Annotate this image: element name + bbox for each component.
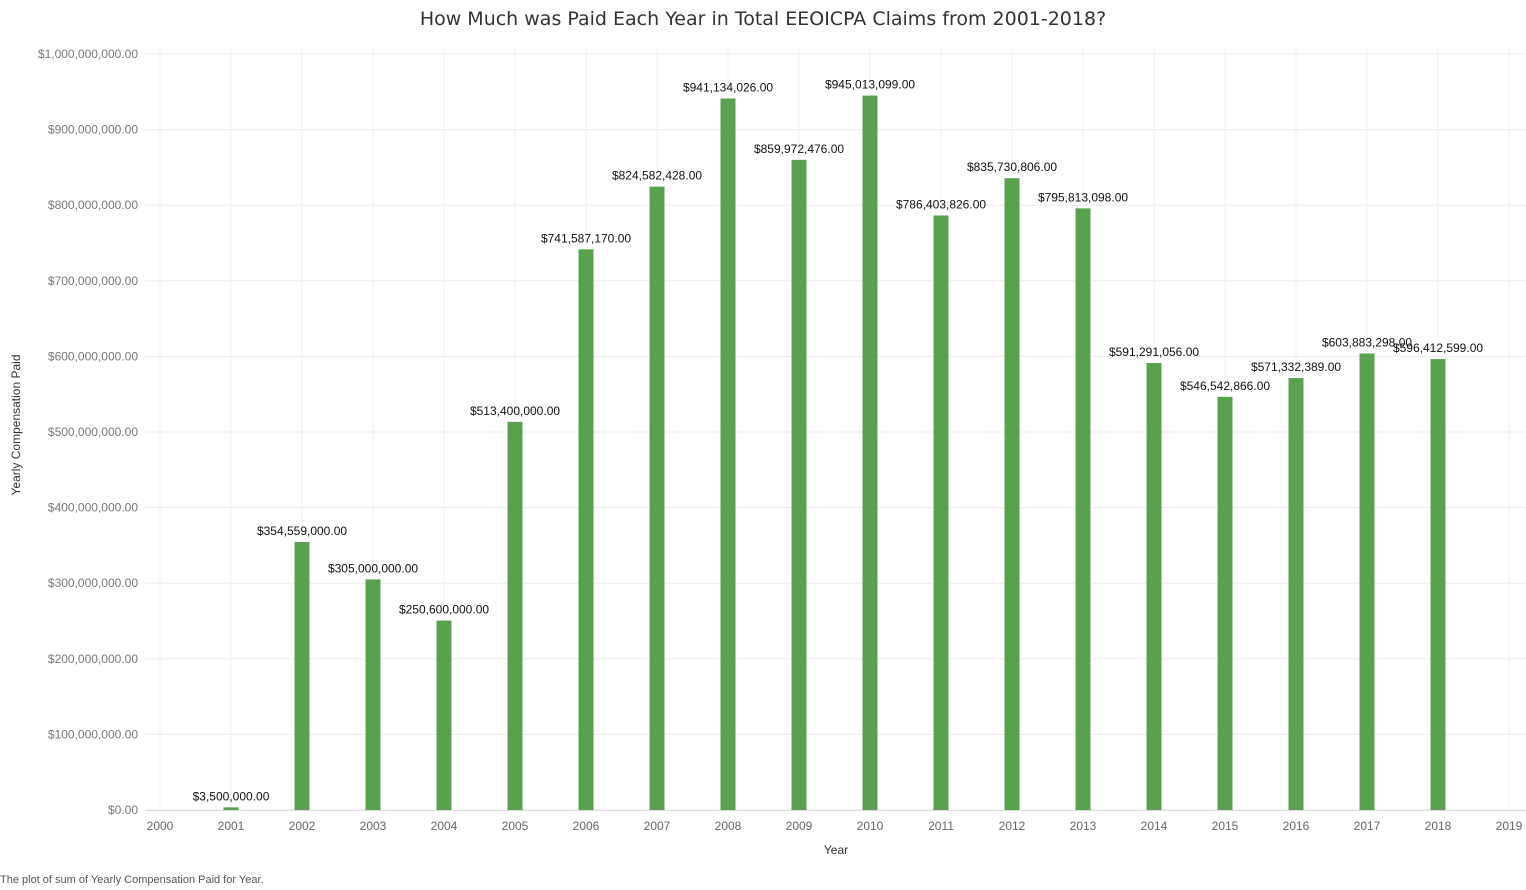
x-tick-label: 2008	[715, 819, 742, 833]
data-label-2002: $354,559,000.00	[257, 524, 347, 538]
x-tick-label: 2013	[1070, 819, 1097, 833]
bar-2017	[1359, 353, 1375, 810]
bar-2003	[365, 579, 381, 810]
y-tick-label: $500,000,000.00	[48, 425, 138, 439]
data-label-2015: $546,542,866.00	[1180, 379, 1270, 393]
x-tick-label: 2003	[360, 819, 387, 833]
x-tick-label: 2011	[928, 819, 954, 833]
bar-2009	[791, 159, 807, 810]
y-tick-label: $100,000,000.00	[48, 727, 138, 741]
x-axis-title: Year	[824, 843, 848, 857]
bar-2004	[436, 620, 452, 810]
data-labels: $3,500,000.00 $354,559,000.00 $305,000,000…	[193, 78, 1484, 804]
bar-2006	[578, 249, 594, 810]
y-tick-label: $800,000,000.00	[48, 198, 138, 212]
x-tick-label: 2018	[1425, 819, 1452, 833]
data-label-2018: $596,412,599.00	[1393, 341, 1483, 355]
data-label-2017: $603,883,298.00	[1322, 335, 1412, 349]
bar-2008	[720, 98, 736, 810]
y-tick-label: $600,000,000.00	[48, 349, 138, 363]
data-label-2012: $835,730,806.00	[967, 160, 1057, 174]
data-label-2005: $513,400,000.00	[470, 404, 560, 418]
bar-2018	[1430, 359, 1446, 810]
y-tick-label: $700,000,000.00	[48, 274, 138, 288]
x-tick-label: 2014	[1141, 819, 1168, 833]
x-tick-label: 2017	[1354, 819, 1381, 833]
x-tick-label: 2009	[786, 819, 813, 833]
chart-caption: The plot of sum of Yearly Compensation P…	[0, 874, 264, 886]
bar-2014	[1146, 362, 1162, 810]
bar-2001	[223, 807, 239, 810]
x-tick-label: 2002	[289, 819, 316, 833]
bar-2005	[507, 421, 523, 810]
data-label-2011: $786,403,826.00	[896, 197, 986, 211]
y-tick-label: $1,000,000,000.00	[38, 47, 138, 61]
x-tick-label: 2000	[147, 819, 174, 833]
x-tick-label: 2015	[1212, 819, 1239, 833]
x-tick-label: 2016	[1283, 819, 1310, 833]
data-label-2014: $591,291,056.00	[1109, 345, 1199, 359]
bar-2007	[649, 186, 665, 811]
chart-title: How Much was Paid Each Year in Total EEO…	[419, 8, 1107, 30]
y-tick-label: $900,000,000.00	[48, 123, 138, 137]
y-axis-title: Yearly Compensation Paid	[9, 355, 23, 496]
data-label-2007: $824,582,428.00	[612, 169, 702, 183]
x-tick-label: 2005	[502, 819, 529, 833]
data-label-2001: $3,500,000.00	[193, 789, 270, 803]
x-tick-label: 2019	[1496, 819, 1523, 833]
bars	[223, 95, 1446, 811]
data-label-2004: $250,600,000.00	[399, 603, 489, 617]
bar-2012	[1004, 178, 1020, 811]
y-tick-label: $200,000,000.00	[48, 652, 138, 666]
data-label-2013: $795,813,098.00	[1038, 190, 1128, 204]
y-axis: $0.00 $100,000,000.00 $200,000,000.00 $300,…	[38, 47, 138, 817]
x-tick-label: 2010	[857, 819, 884, 833]
grid-lines	[145, 46, 1526, 811]
x-tick-label: 2001	[218, 819, 245, 833]
bar-2015	[1217, 396, 1233, 810]
bar-2011	[933, 215, 949, 811]
y-tick-label: $300,000,000.00	[48, 576, 138, 590]
bar-2016	[1288, 378, 1304, 810]
x-axis: 2000 2001 2002 2003 2004 2005 2006 2007 2008 2009…	[145, 810, 1526, 833]
bar-2013	[1075, 208, 1091, 810]
x-tick-label: 2006	[573, 819, 600, 833]
x-tick-label: 2012	[999, 819, 1026, 833]
bar-chart: $3,500,000.00 $354,559,000.00 $305,000,000…	[9, 46, 1526, 857]
data-label-2009: $859,972,476.00	[754, 142, 844, 156]
y-tick-label: $0.00	[108, 803, 138, 817]
bar-2010	[862, 95, 878, 811]
y-tick-label: $400,000,000.00	[48, 501, 138, 515]
data-label-2010: $945,013,099.00	[825, 78, 915, 92]
data-label-2006: $741,587,170.00	[541, 231, 631, 245]
bar-2002	[294, 541, 310, 810]
data-label-2003: $305,000,000.00	[328, 561, 418, 575]
x-tick-label: 2007	[644, 819, 671, 833]
data-label-2008: $941,134,026.00	[683, 81, 773, 95]
data-label-2016: $571,332,389.00	[1251, 360, 1341, 374]
x-tick-label: 2004	[431, 819, 458, 833]
